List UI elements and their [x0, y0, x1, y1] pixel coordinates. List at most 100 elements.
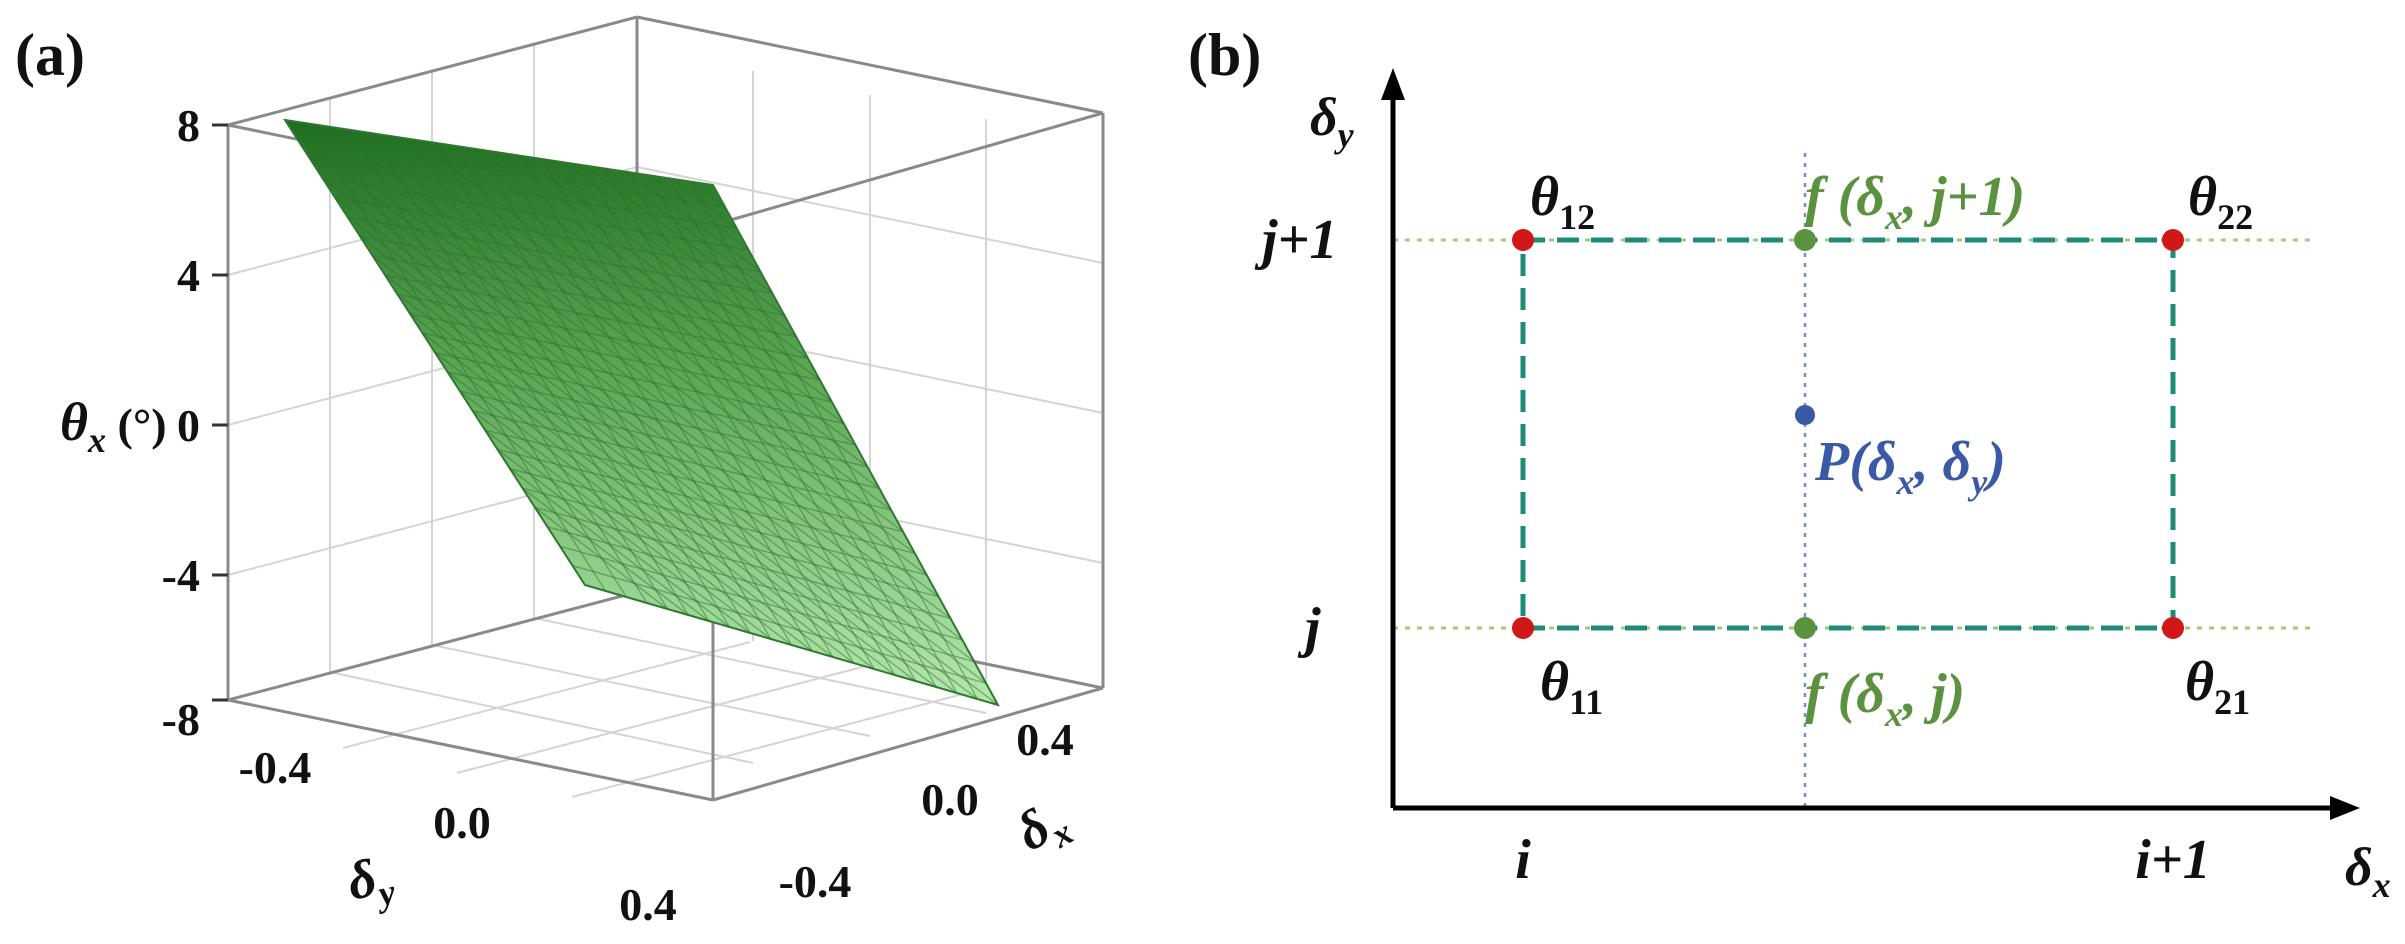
surface-mesh-line: [534, 506, 951, 620]
z-tick-label: 4: [177, 250, 200, 301]
surface-mesh-line: [534, 506, 669, 610]
surface-mesh-line: [583, 165, 875, 670]
surface-mesh-line: [691, 181, 726, 208]
corner-point-theta12: [1512, 229, 1534, 251]
surface-mesh-line: [559, 545, 975, 663]
surface-mesh-line: [562, 161, 855, 664]
surface-mesh-line: [648, 174, 937, 688]
z-axis-ticks: 8 4 0 -4 -8: [162, 100, 228, 745]
surface-mesh-line: [605, 168, 773, 294]
surface-mesh-line: [397, 293, 896, 676]
surface-mesh-line: [409, 313, 875, 670]
surface-mesh-line: [459, 390, 880, 490]
surface-mesh-line: [327, 125, 928, 576]
surface-mesh-line: [348, 129, 648, 604]
interpolation-cell: [1520, 237, 2176, 631]
axes: [1381, 68, 2360, 820]
x-tick-label: -0.4: [779, 856, 852, 907]
surface-mesh-line: [522, 487, 939, 598]
surface-mesh-line: [359, 235, 785, 316]
surface-mesh-line: [384, 274, 916, 682]
z-tick-label: -8: [162, 694, 200, 745]
y-tick-j: j: [1297, 597, 1321, 659]
interp-bottom-label: f (δx, j): [1805, 663, 1965, 734]
surface-mesh-line: [397, 293, 821, 381]
y-tick-label: -0.4: [239, 742, 312, 793]
surface-mesh-line: [484, 429, 751, 634]
panel-a-label: (a): [15, 22, 85, 88]
y-axis-ticks: -0.4 0.0 0.4: [239, 742, 677, 930]
surface-mesh-line: [305, 122, 940, 598]
surface-mesh-line: [297, 138, 725, 208]
surface-mesh-line: [648, 174, 750, 251]
surface-mesh-line: [322, 177, 749, 251]
surface-mesh-line: [412, 139, 710, 622]
panel-b: (b) δy δx j+1 j i i+1: [1188, 22, 2391, 905]
interp-point-bottom: [1794, 617, 1816, 639]
surface-mesh-line: [322, 177, 987, 684]
surface-mesh-line: [347, 216, 978, 700]
surface-mesh-line: [484, 429, 904, 533]
z-tick-label: -4: [162, 550, 200, 601]
surface-mesh-line: [447, 371, 813, 652]
surface-mesh-line: [412, 138, 880, 489]
z-tick-label: 0: [177, 400, 200, 451]
surface-mesh-line: [391, 135, 892, 511]
surface-mesh-line: [497, 448, 731, 628]
surface-mesh-line: [455, 145, 856, 446]
surface-mesh-line: [477, 148, 845, 424]
corner-point-theta21: [2162, 617, 2184, 639]
corner-point-theta11: [1512, 617, 1534, 639]
surface-mesh-line: [669, 177, 738, 229]
theta12-label: θ12: [1530, 166, 1595, 237]
surface-mesh-line: [547, 526, 963, 641]
surface-mesh-line: [522, 487, 689, 616]
surface-mesh-line: [497, 448, 916, 555]
corner-point-theta22: [2162, 229, 2184, 251]
surface-mesh-line: [459, 390, 792, 646]
surface-mesh-line: [434, 142, 731, 628]
surface-mesh-line: [372, 254, 797, 338]
y-tick-j-plus-1: j+1: [1254, 209, 1337, 271]
y-axis-label: δy: [342, 844, 400, 920]
surface-mesh-line: [422, 332, 844, 425]
surface-mesh-line: [572, 564, 987, 685]
surface-mesh-line: [409, 313, 832, 403]
surface-mesh-line: [584, 164, 785, 316]
surface-mesh-line: [370, 132, 904, 533]
surface-mesh-line: [347, 216, 773, 295]
surface-mesh-line: [285, 120, 951, 619]
surface-mesh-line: [605, 168, 896, 676]
axes-box: [226, 15, 1105, 802]
surface-mesh-line: [384, 274, 809, 360]
theta11-label: θ11: [1540, 651, 1603, 722]
surface-mesh-line: [669, 178, 958, 694]
surface-mesh-line: [690, 181, 979, 700]
surface-mesh-line: [434, 351, 834, 658]
surface-mesh-line: [498, 152, 793, 646]
surface-mesh-line: [498, 151, 833, 403]
panel-b-label: (b): [1188, 22, 1261, 88]
theta-x-surface: [282, 118, 1001, 707]
surface-mesh-line: [562, 161, 797, 338]
x-axis-label: δx: [2345, 837, 2391, 905]
surface-mesh-line: [541, 158, 809, 359]
x-tick-i-plus-1: i+1: [2135, 829, 2210, 891]
y-axis-label: δy: [1310, 87, 1355, 155]
surface-mesh-line: [334, 196, 761, 273]
surface-mesh-line: [309, 158, 737, 230]
theta21-label: θ21: [2185, 651, 2250, 722]
surface-mesh-line: [519, 155, 813, 652]
surface-mesh-line: [519, 155, 821, 381]
y-tick-label: 0.4: [619, 879, 677, 930]
x-tick-label: 0.4: [1016, 714, 1074, 765]
panel-a: (a): [15, 15, 1105, 930]
target-point-label: P(δx, δy): [1814, 431, 2006, 502]
x-axis-ticks: 0.4 0.0 -0.4: [779, 714, 1074, 907]
surface-mesh-line: [297, 138, 963, 641]
surface-mesh-line: [309, 158, 975, 663]
interp-point-top: [1794, 229, 1816, 251]
surface-mesh-line: [327, 126, 627, 598]
y-tick-label: 0.0: [433, 797, 491, 848]
surface-mesh-line: [447, 371, 868, 468]
